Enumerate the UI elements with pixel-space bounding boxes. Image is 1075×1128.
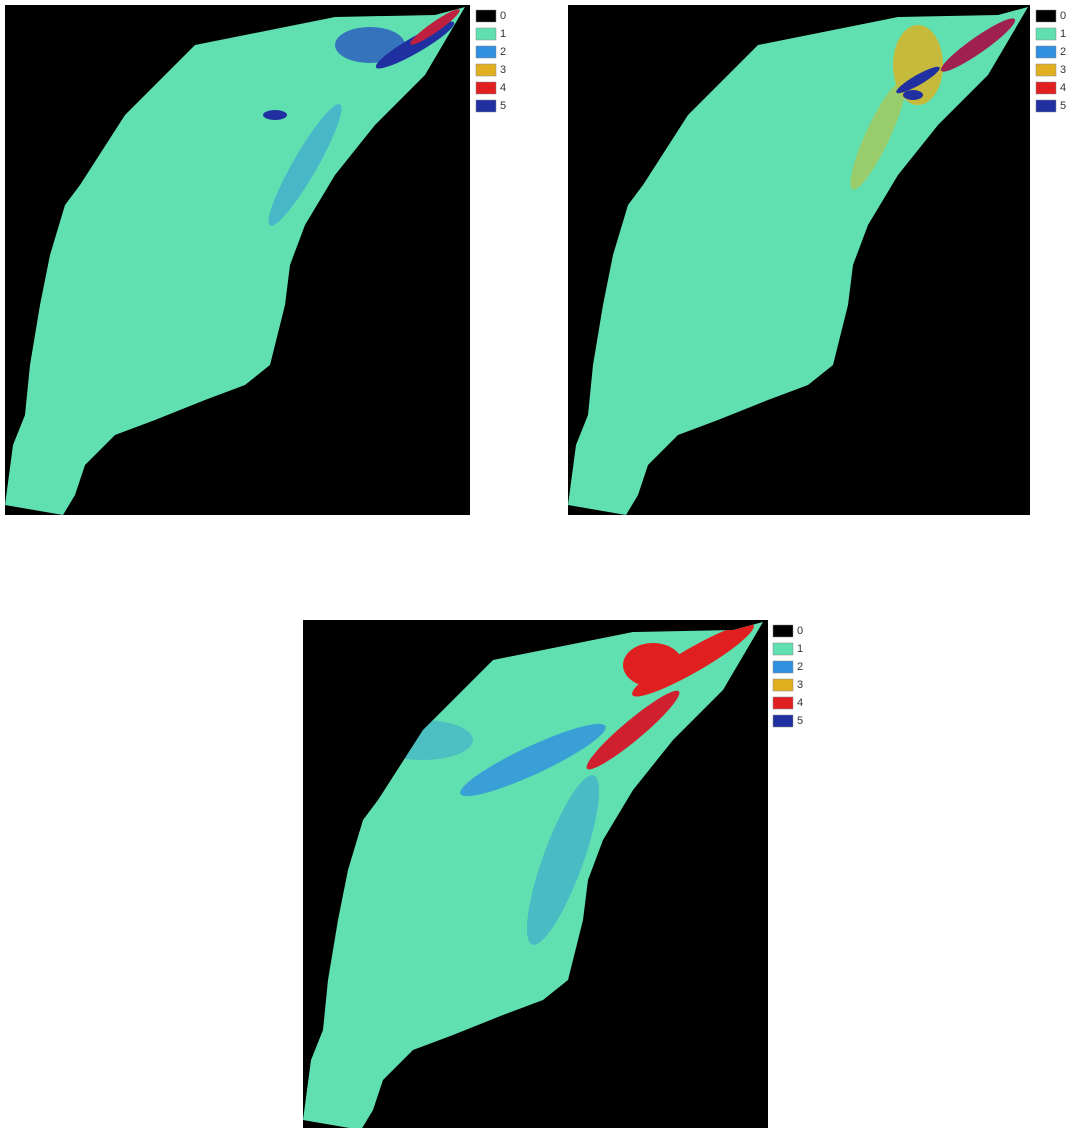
legend-label: 1 — [500, 28, 506, 40]
legend-label: 4 — [500, 82, 506, 94]
legend-swatch — [1036, 28, 1056, 40]
legend-label: 0 — [1060, 10, 1066, 22]
legend-label: 3 — [797, 679, 803, 691]
legend-swatch — [1036, 10, 1056, 22]
legend-label: 4 — [797, 697, 803, 709]
legend-label: 2 — [797, 661, 803, 673]
legend-swatch — [476, 46, 496, 58]
legend-swatch — [773, 625, 793, 637]
legend-swatch — [1036, 46, 1056, 58]
legend-swatch — [476, 28, 496, 40]
legend-label: 5 — [500, 100, 506, 112]
legend-swatch — [476, 64, 496, 76]
legend-swatch — [773, 643, 793, 655]
legend-label: 3 — [500, 64, 506, 76]
legend-label: 5 — [1060, 100, 1066, 112]
legend-swatch — [773, 661, 793, 673]
legend-label: 4 — [1060, 82, 1066, 94]
legend: 0 1 2 3 4 5 — [773, 625, 803, 727]
legend-swatch — [773, 715, 793, 727]
legend-swatch — [1036, 64, 1056, 76]
map-panel — [568, 5, 1030, 515]
legend-swatch — [476, 100, 496, 112]
map-panel — [303, 615, 768, 1128]
legend-label: 1 — [1060, 28, 1066, 40]
legend-swatch — [773, 697, 793, 709]
page: 0 1 2 3 4 5 0 1 2 3 4 5 0 1 2 3 4 5 — [0, 0, 1075, 1128]
legend-label: 2 — [500, 46, 506, 58]
legend-swatch — [476, 82, 496, 94]
legend-label: 5 — [797, 715, 803, 727]
legend-swatch — [1036, 100, 1056, 112]
legend-swatch — [773, 679, 793, 691]
legend: 0 1 2 3 4 5 — [1036, 10, 1066, 112]
legend-label: 0 — [500, 10, 506, 22]
legend-swatch — [476, 10, 496, 22]
legend-label: 3 — [1060, 64, 1066, 76]
legend-label: 2 — [1060, 46, 1066, 58]
legend-label: 0 — [797, 625, 803, 637]
legend-label: 1 — [797, 643, 803, 655]
map-panel — [5, 5, 470, 515]
legend-swatch — [1036, 82, 1056, 94]
legend: 0 1 2 3 4 5 — [476, 10, 506, 112]
